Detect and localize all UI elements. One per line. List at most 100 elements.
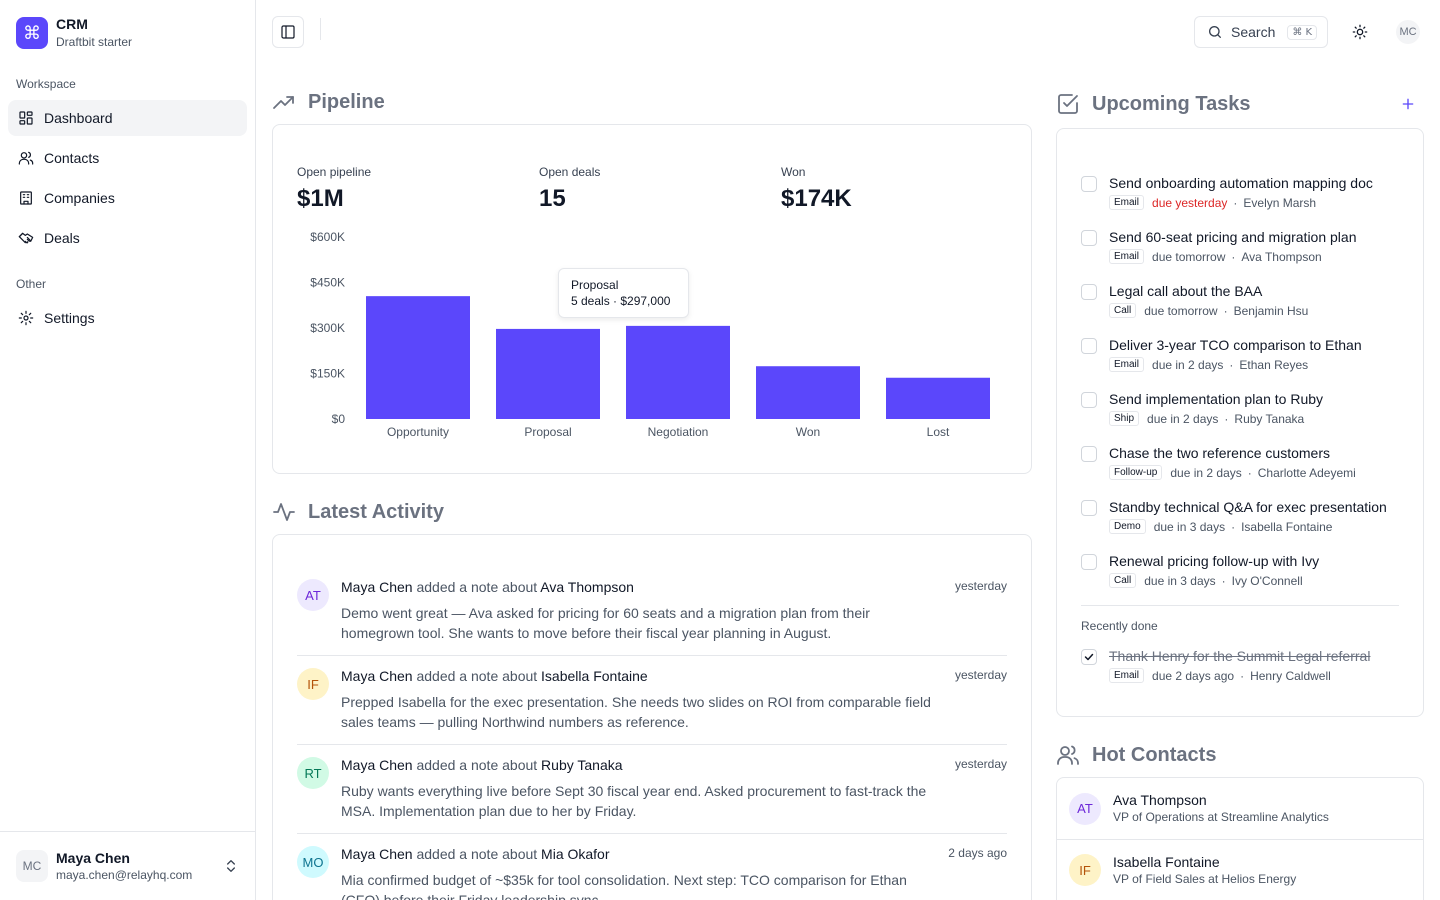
- sidebar-item-dashboard[interactable]: Dashboard: [8, 100, 247, 136]
- panel-left-icon: [281, 25, 295, 39]
- bar-proposal[interactable]: [496, 328, 600, 419]
- task-due: due in 2 days: [1170, 465, 1242, 480]
- brand-name: CRM: [56, 16, 88, 32]
- task-checkbox[interactable]: [1081, 392, 1097, 408]
- task-due: due in 2 days: [1152, 357, 1224, 372]
- task-tag: Email: [1109, 357, 1145, 372]
- activity-item[interactable]: RT Maya Chen added a note about Ruby Tan…: [297, 757, 1007, 827]
- bar-negotiation[interactable]: [626, 325, 730, 419]
- search-button[interactable]: Search ⌘ K: [1194, 16, 1328, 48]
- stat-label: Won: [781, 165, 806, 179]
- activity-item[interactable]: MO Maya Chen added a note about Mia Okaf…: [297, 846, 1007, 900]
- activity-subject[interactable]: Isabella Fontaine: [541, 668, 648, 684]
- square-check-icon: [1058, 94, 1078, 114]
- sidebar-toggle-button[interactable]: [272, 16, 304, 48]
- task-tag: Call: [1109, 303, 1137, 318]
- avatar: MC: [16, 850, 48, 882]
- brand[interactable]: ⌘ CRM Draftbit starter: [16, 16, 132, 50]
- tasks-heading: Upcoming Tasks: [1056, 92, 1251, 116]
- activity-subject[interactable]: Ava Thompson: [540, 579, 634, 595]
- stat-value: $1M: [297, 185, 344, 212]
- task-checkbox[interactable]: [1081, 284, 1097, 300]
- add-task-button[interactable]: [1398, 94, 1418, 114]
- task-tag: Email: [1109, 668, 1145, 683]
- task-due: due tomorrow: [1144, 303, 1218, 318]
- y-tick-label: $0: [332, 412, 346, 426]
- activity-headline: Maya Chen added a note about Ava Thompso…: [341, 579, 634, 595]
- task-person: Ruby Tanaka: [1234, 411, 1305, 426]
- pipeline-chart: $0 $150K $300K $450K $600K Opportunity Proposa…: [310, 230, 990, 439]
- task-title: Thank Henry for the Summit Legal referra…: [1109, 648, 1371, 664]
- activity-headline: Maya Chen added a note about Mia Okafor: [341, 846, 610, 862]
- nav-section-workspace: Workspace: [16, 77, 76, 91]
- task-checkbox-checked[interactable]: [1081, 649, 1097, 665]
- y-tick-label: $600K: [310, 230, 345, 244]
- handshake-icon: [18, 232, 34, 244]
- task-checkbox[interactable]: [1081, 176, 1097, 192]
- task-title: Legal call about the BAA: [1109, 283, 1263, 299]
- pipeline-title: Pipeline: [308, 90, 385, 113]
- command-icon: ⌘: [16, 17, 48, 49]
- task-person: Henry Caldwell: [1250, 668, 1331, 683]
- task-meta: Call due tomorrow · Benjamin Hsu: [1109, 303, 1308, 318]
- activity-verb: added a note about: [416, 579, 538, 595]
- activity-actor: Maya Chen: [341, 579, 413, 595]
- theme-toggle-button[interactable]: [1344, 16, 1376, 48]
- bar-won[interactable]: [756, 366, 860, 419]
- contact-row[interactable]: IF Isabella Fontaine VP of Field Sales a…: [1057, 839, 1423, 900]
- activity-actor: Maya Chen: [341, 668, 413, 684]
- contact-row[interactable]: AT Ava Thompson VP of Operations at Stre…: [1057, 778, 1423, 839]
- task-tag: Demo: [1109, 519, 1146, 534]
- layout-grid-icon: [19, 111, 33, 125]
- contact-role: VP of Field Sales at Helios Energy: [1113, 871, 1297, 886]
- user-name: Maya Chen: [56, 849, 130, 866]
- contacts-card: [1056, 777, 1424, 900]
- activity-verb: added a note about: [416, 668, 538, 684]
- task-title: Send 60-seat pricing and migration plan: [1109, 229, 1357, 245]
- stat-label: Open pipeline: [297, 165, 372, 179]
- sidebar-item-deals[interactable]: Deals: [8, 220, 247, 256]
- recently-done-label: Recently done: [1081, 619, 1158, 633]
- bar-opportunity[interactable]: [366, 296, 470, 419]
- task-person: Isabella Fontaine: [1241, 519, 1333, 534]
- user-menu[interactable]: MC Maya Chen maya.chen@relayhq.com: [0, 831, 255, 900]
- y-tick-label: $300K: [310, 321, 345, 335]
- header-avatar[interactable]: MC: [1396, 20, 1420, 44]
- building-icon: [20, 191, 32, 205]
- sidebar-item-settings[interactable]: Settings: [8, 300, 247, 336]
- stat-won: Won $174K: [781, 165, 852, 213]
- bar-lost[interactable]: [886, 377, 990, 419]
- task-due: due 2 days ago: [1152, 668, 1235, 683]
- activity-time: yesterday: [954, 579, 1007, 593]
- task-title: Chase the two reference customers: [1109, 445, 1330, 461]
- stat-value: 15: [539, 185, 566, 212]
- task-person: Evelyn Marsh: [1243, 195, 1317, 210]
- task-checkbox[interactable]: [1081, 230, 1097, 246]
- task-checkbox[interactable]: [1081, 554, 1097, 570]
- task-checkbox[interactable]: [1081, 446, 1097, 462]
- sidebar-item-contacts[interactable]: Contacts: [8, 140, 247, 176]
- activity-item[interactable]: AT Maya Chen added a note about Ava Thom…: [297, 579, 1007, 649]
- avatar: IF: [1069, 854, 1101, 886]
- activity-title: Latest Activity: [308, 500, 444, 523]
- activity-time: 2 days ago: [948, 846, 1007, 860]
- contacts-heading: Hot Contacts: [1056, 743, 1216, 767]
- task-checkbox[interactable]: [1081, 338, 1097, 354]
- activity-item[interactable]: IF Maya Chen added a note about Isabella…: [297, 668, 1007, 738]
- activity-actor: Maya Chen: [341, 757, 413, 773]
- divider: [297, 833, 1007, 834]
- sidebar-item-companies[interactable]: Companies: [8, 180, 247, 216]
- task-title: Send implementation plan to Ruby: [1109, 391, 1324, 407]
- sidebar-item-label: Companies: [44, 190, 115, 206]
- stat-open-pipeline: Open pipeline $1M: [297, 165, 371, 213]
- contacts-title: Hot Contacts: [1092, 743, 1217, 766]
- task-checkbox[interactable]: [1081, 500, 1097, 516]
- activity-subject[interactable]: Mia Okafor: [541, 846, 610, 862]
- activity-time: yesterday: [954, 757, 1007, 771]
- contact-role: VP of Operations at Streamline Analytics: [1113, 810, 1329, 824]
- avatar: AT: [1069, 792, 1101, 825]
- activity-subject[interactable]: Ruby Tanaka: [541, 757, 623, 773]
- task-tag: Email: [1109, 249, 1145, 264]
- activity-verb: added a note about: [416, 757, 538, 773]
- avatar: MO: [297, 846, 329, 878]
